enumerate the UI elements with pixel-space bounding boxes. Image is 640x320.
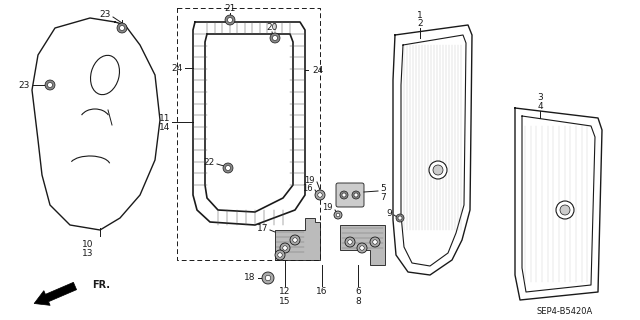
Circle shape — [283, 246, 287, 250]
Text: 1: 1 — [417, 11, 423, 20]
Text: 24: 24 — [312, 66, 323, 75]
Circle shape — [370, 237, 380, 247]
Polygon shape — [275, 218, 320, 260]
Circle shape — [433, 165, 443, 175]
Circle shape — [372, 240, 377, 244]
Text: 5: 5 — [380, 183, 386, 193]
Text: FR.: FR. — [92, 280, 110, 290]
Text: 23: 23 — [19, 81, 30, 90]
Circle shape — [223, 163, 233, 173]
Text: 13: 13 — [83, 250, 93, 259]
Circle shape — [45, 80, 55, 90]
Text: 19: 19 — [305, 175, 315, 185]
Text: 17: 17 — [257, 223, 268, 233]
Circle shape — [398, 216, 402, 220]
FancyBboxPatch shape — [336, 183, 364, 207]
Text: 18: 18 — [243, 274, 255, 283]
Circle shape — [273, 36, 278, 41]
Circle shape — [345, 237, 355, 247]
Circle shape — [352, 191, 360, 199]
Text: 2: 2 — [417, 19, 423, 28]
Circle shape — [275, 250, 285, 260]
Circle shape — [262, 272, 274, 284]
Circle shape — [556, 201, 574, 219]
Circle shape — [270, 33, 280, 43]
Circle shape — [315, 190, 325, 200]
Text: 3: 3 — [537, 92, 543, 101]
Circle shape — [227, 18, 232, 22]
Circle shape — [429, 161, 447, 179]
Circle shape — [336, 213, 340, 217]
FancyArrow shape — [34, 282, 77, 305]
Text: 23: 23 — [99, 10, 111, 19]
Circle shape — [120, 26, 125, 30]
Text: 6: 6 — [355, 287, 361, 297]
Circle shape — [225, 15, 235, 25]
Circle shape — [342, 193, 346, 197]
Circle shape — [317, 193, 323, 197]
Text: 22: 22 — [204, 157, 215, 166]
Circle shape — [117, 23, 127, 33]
Polygon shape — [340, 225, 385, 265]
Text: 14: 14 — [159, 123, 170, 132]
Circle shape — [360, 246, 364, 250]
Circle shape — [560, 205, 570, 215]
Circle shape — [278, 253, 282, 257]
Text: 11: 11 — [159, 114, 170, 123]
Ellipse shape — [90, 55, 120, 95]
Circle shape — [266, 275, 271, 281]
Text: 7: 7 — [380, 193, 386, 202]
Circle shape — [354, 193, 358, 197]
Text: SEP4-B5420A: SEP4-B5420A — [537, 308, 593, 316]
Text: 12: 12 — [279, 287, 291, 297]
Circle shape — [396, 214, 404, 222]
Circle shape — [348, 240, 352, 244]
Text: 10: 10 — [83, 239, 93, 249]
Text: 16: 16 — [316, 287, 328, 297]
Text: 24: 24 — [172, 63, 183, 73]
Text: 21: 21 — [224, 4, 236, 12]
Circle shape — [357, 243, 367, 253]
Circle shape — [292, 238, 297, 242]
Text: 4: 4 — [537, 101, 543, 110]
Text: 15: 15 — [279, 297, 291, 306]
Circle shape — [280, 243, 290, 253]
Circle shape — [290, 235, 300, 245]
Text: 8: 8 — [355, 297, 361, 306]
Circle shape — [334, 211, 342, 219]
Circle shape — [225, 165, 230, 171]
Text: 20: 20 — [266, 22, 278, 31]
Circle shape — [340, 191, 348, 199]
Text: 9: 9 — [387, 209, 392, 218]
Circle shape — [47, 83, 52, 87]
Text: 19: 19 — [323, 203, 333, 212]
Text: 16: 16 — [302, 183, 313, 193]
